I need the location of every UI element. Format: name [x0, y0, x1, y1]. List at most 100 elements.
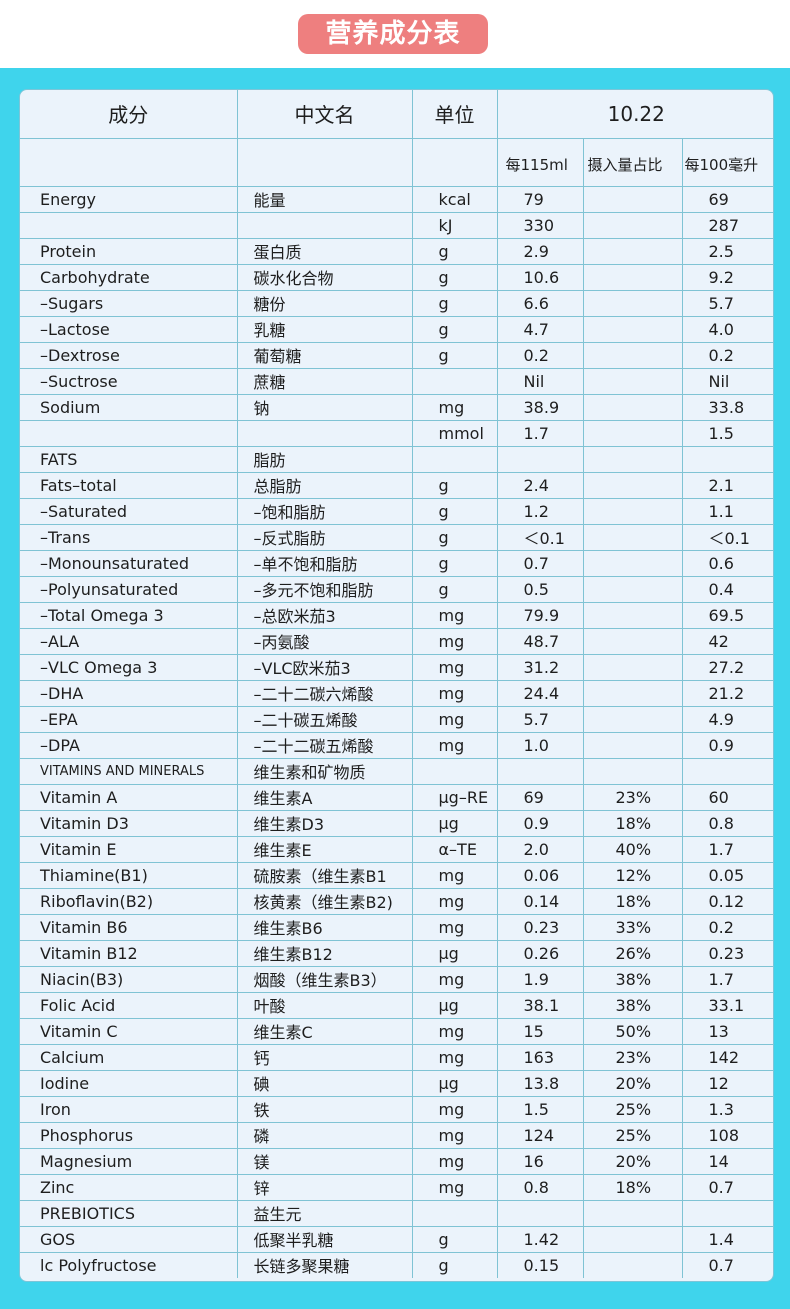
row-chinese-name: –二十二碳五烯酸: [236, 731, 413, 759]
table-row: Vitamin D3 维生素D3 μg 0.9 18% 0.8: [20, 809, 773, 837]
row-intake-pct: [582, 289, 683, 317]
subheader-empty-2: [236, 137, 413, 187]
row-per-100ml: 0.2: [681, 341, 773, 369]
row-name: Fats–total: [20, 471, 238, 499]
row-intake-pct: 26%: [582, 939, 683, 967]
row-per-100ml: 33.8: [681, 393, 773, 421]
table-row: Vitamin B12 维生素B12 μg 0.26 26% 0.23: [20, 939, 773, 967]
row-intake-pct: [582, 471, 683, 499]
row-chinese-name: –反式脂肪: [236, 523, 413, 551]
row-chinese-name: 长链多聚果糖: [236, 1251, 413, 1278]
row-per-100ml: [681, 757, 773, 785]
row-per-100ml: 5.7: [681, 289, 773, 317]
row-per-100ml: 0.12: [681, 887, 773, 915]
table-row: Vitamin B6 维生素B6 mg 0.23 33% 0.2: [20, 913, 773, 941]
row-per-100ml: 1.7: [681, 835, 773, 863]
subheader-empty-1: [20, 137, 238, 187]
row-intake-pct: 25%: [582, 1121, 683, 1149]
row-intake-pct: 18%: [582, 887, 683, 915]
row-unit: mg: [411, 887, 498, 915]
row-unit: g: [411, 263, 498, 291]
row-unit: mg: [411, 1173, 498, 1201]
row-unit: [411, 1199, 498, 1227]
row-chinese-name: 硫胺素（维生素B1: [236, 861, 413, 889]
row-name: –Dextrose: [20, 341, 238, 369]
row-unit: μg–RE: [411, 783, 498, 811]
row-per-115ml: 79.9: [496, 601, 584, 629]
row-name: –Suctrose: [20, 367, 238, 395]
table-row: Iodine 碘 μg 13.8 20% 12: [20, 1069, 773, 1097]
row-per-115ml: 1.0: [496, 731, 584, 759]
table-row: FATS 脂肪: [20, 445, 773, 473]
row-name: –ALA: [20, 627, 238, 655]
row-name: Phosphorus: [20, 1121, 238, 1149]
row-intake-pct: [582, 549, 683, 577]
row-per-115ml: 0.06: [496, 861, 584, 889]
row-per-100ml: 12: [681, 1069, 773, 1097]
row-chinese-name: 维生素A: [236, 783, 413, 811]
row-chinese-name: 维生素C: [236, 1017, 413, 1045]
header-chinese-name: 中文名: [236, 90, 413, 139]
table-row: –Dextrose 葡萄糖 g 0.2 0.2: [20, 341, 773, 369]
row-per-115ml: 48.7: [496, 627, 584, 655]
row-name: –Lactose: [20, 315, 238, 343]
row-intake-pct: 25%: [582, 1095, 683, 1123]
row-chinese-name: 核黄素（维生素B2): [236, 887, 413, 915]
row-name: –VLC Omega 3: [20, 653, 238, 681]
row-name: Vitamin A: [20, 783, 238, 811]
row-unit: g: [411, 341, 498, 369]
row-chinese-name: 脂肪: [236, 445, 413, 473]
row-per-100ml: 13: [681, 1017, 773, 1045]
row-unit: g: [411, 237, 498, 265]
row-intake-pct: [582, 367, 683, 395]
row-intake-pct: [582, 679, 683, 707]
row-unit: mg: [411, 679, 498, 707]
page-title: 营养成分表: [298, 14, 488, 54]
row-name: Vitamin D3: [20, 809, 238, 837]
row-unit: [411, 445, 498, 473]
table-row: –DPA –二十二碳五烯酸 mg 1.0 0.9: [20, 731, 773, 759]
row-per-115ml: 1.42: [496, 1225, 584, 1253]
row-chinese-name: 低聚半乳糖: [236, 1225, 413, 1253]
table-row: Zinc 锌 mg 0.8 18% 0.7: [20, 1173, 773, 1201]
table-row: Phosphorus 磷 mg 124 25% 108: [20, 1121, 773, 1149]
row-unit: [411, 757, 498, 785]
row-intake-pct: [582, 211, 683, 239]
row-chinese-name: 维生素和矿物质: [236, 757, 413, 785]
row-name: FATS: [20, 445, 238, 473]
row-intake-pct: [582, 731, 683, 759]
row-per-115ml: 330: [496, 211, 584, 239]
row-unit: mg: [411, 1121, 498, 1149]
row-per-115ml: 4.7: [496, 315, 584, 343]
row-per-115ml: 0.5: [496, 575, 584, 603]
row-unit: mg: [411, 731, 498, 759]
row-per-100ml: 0.2: [681, 913, 773, 941]
row-per-100ml: ＜0.1: [681, 523, 773, 551]
row-per-115ml: 13.8: [496, 1069, 584, 1097]
row-intake-pct: 20%: [582, 1147, 683, 1175]
table-row: Energy 能量 kcal 79 69: [20, 185, 773, 213]
row-name: –Sugars: [20, 289, 238, 317]
row-per-100ml: [681, 1199, 773, 1227]
table-row: Carbohydrate 碳水化合物 g 10.6 9.2: [20, 263, 773, 291]
row-unit: mg: [411, 1043, 498, 1071]
row-intake-pct: [582, 653, 683, 681]
row-name: Riboflavin(B2): [20, 887, 238, 915]
row-intake-pct: [582, 601, 683, 629]
row-chinese-name: [236, 419, 413, 447]
row-per-115ml: 6.6: [496, 289, 584, 317]
row-name: [20, 211, 238, 239]
row-per-115ml: [496, 757, 584, 785]
table-row: lc Polyfructose 长链多聚果糖 g 0.15 0.7: [20, 1251, 773, 1278]
row-name: Carbohydrate: [20, 263, 238, 291]
row-chinese-name: 维生素E: [236, 835, 413, 863]
table-row: GOS 低聚半乳糖 g 1.42 1.4: [20, 1225, 773, 1253]
row-per-115ml: Nil: [496, 367, 584, 395]
row-per-115ml: 69: [496, 783, 584, 811]
row-per-100ml: 0.7: [681, 1173, 773, 1201]
row-unit: g: [411, 315, 498, 343]
row-intake-pct: 33%: [582, 913, 683, 941]
row-chinese-name: 维生素B12: [236, 939, 413, 967]
table-row: Protein 蛋白质 g 2.9 2.5: [20, 237, 773, 265]
row-per-100ml: 1.3: [681, 1095, 773, 1123]
